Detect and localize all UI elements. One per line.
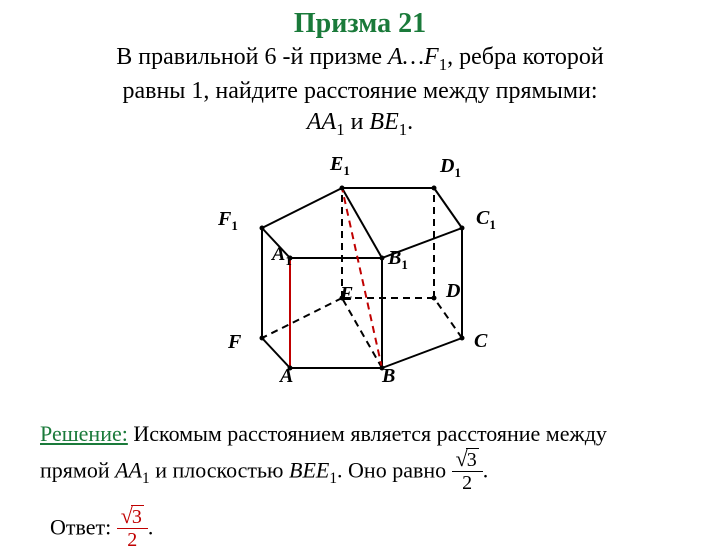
svg-text:A: A [278, 365, 293, 387]
fraction: 32 [452, 447, 483, 494]
answer-block: Ответ: 32. [0, 496, 720, 553]
svg-text:F: F [227, 331, 242, 353]
problem-text: В правильной 6 -й призме [116, 44, 388, 70]
problem-var: BE [369, 109, 398, 135]
solution-var: AA [115, 458, 142, 483]
problem-sub: 1 [439, 55, 447, 74]
answer-fraction: 32 [117, 504, 148, 551]
fraction-denominator: 2 [452, 472, 483, 494]
sqrt-radicand: 3 [466, 448, 479, 471]
svg-text:A1: A1 [270, 243, 292, 268]
svg-text:D1: D1 [439, 155, 461, 180]
solution-label: Решение: [40, 421, 128, 446]
answer-label: Ответ: [50, 515, 111, 540]
svg-text:D: D [445, 280, 460, 302]
solution-block: Решение: Искомым расстоянием является ра… [0, 410, 720, 496]
solution-sub: 1 [329, 470, 337, 487]
problem-sub: 1 [399, 120, 407, 139]
problem-text: и [345, 109, 370, 135]
problem-text: . [407, 109, 413, 135]
solution-text: и плоскостью [150, 458, 289, 483]
fraction-denominator: 2 [117, 529, 148, 551]
page-title: Призма 21 [0, 0, 720, 40]
svg-text:F1: F1 [217, 208, 238, 233]
problem-var: AA [307, 109, 336, 135]
problem-text: равны 1, найдите расстояние между прямым… [122, 78, 597, 104]
solution-text: . [483, 458, 489, 483]
svg-text:B1: B1 [387, 247, 408, 272]
answer-period: . [148, 515, 154, 540]
prism-diagram: A B C D E F A1 B1 C1 D1 E1 F1 [190, 150, 530, 410]
svg-text:C1: C1 [476, 207, 496, 232]
sqrt-radicand: 3 [131, 505, 144, 528]
solution-text: . Оно равно [337, 458, 452, 483]
svg-text:C: C [474, 330, 488, 352]
problem-var: A…F [388, 44, 439, 70]
svg-text:E1: E1 [329, 153, 350, 178]
svg-text:B: B [381, 365, 395, 387]
problem-text: , ребра которой [447, 44, 604, 70]
problem-statement: В правильной 6 -й призме A…F1, ребра кот… [0, 40, 720, 140]
solution-var: BEE [289, 458, 329, 483]
svg-text:E: E [339, 283, 353, 305]
problem-sub: 1 [336, 120, 344, 139]
solution-sub: 1 [142, 470, 150, 487]
